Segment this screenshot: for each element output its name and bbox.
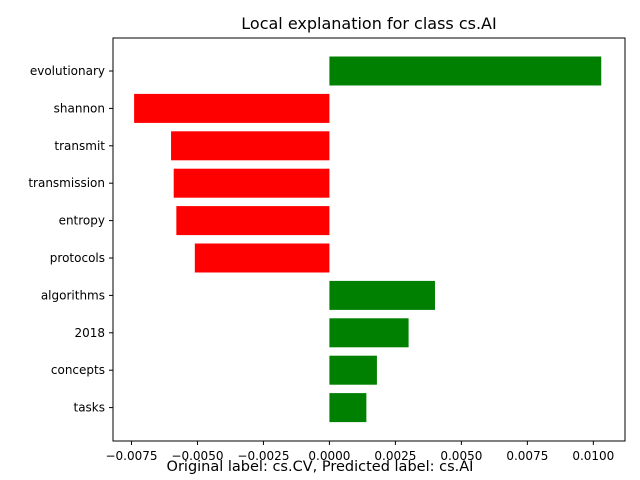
bar-transmission	[173, 168, 330, 198]
bar-algorithms	[329, 280, 435, 310]
x-tick-label: 0.0075	[506, 449, 548, 463]
bar-protocols	[194, 243, 330, 273]
y-axis-ticks: evolutionary shannon transmit transmission e…	[28, 64, 113, 415]
x-tick-label: −0.0075	[105, 449, 157, 463]
prediction-caption: Original label: cs.CV, Predicted label: …	[166, 459, 474, 475]
bar-2018	[329, 318, 409, 348]
x-axis-ticks: −0.0075 −0.0050 −0.0025 0.0000 0.0025 0.0050 0…	[105, 441, 614, 463]
y-tick-label-transmission: transmission	[28, 176, 105, 190]
x-tick-label: 0.0000	[308, 449, 350, 463]
y-tick-label-shannon: shannon	[54, 101, 105, 115]
y-tick-label-algorithms: algorithms	[41, 288, 105, 302]
y-tick-label-evolutionary: evolutionary	[30, 64, 105, 78]
bar-entropy	[176, 206, 330, 236]
x-tick-label: −0.0025	[237, 449, 289, 463]
axes-frame	[112, 37, 626, 442]
bar-tasks	[329, 393, 367, 423]
x-tick-label: 0.0100	[572, 449, 614, 463]
y-tick-label-concepts: concepts	[51, 363, 105, 377]
bar-shannon	[134, 93, 330, 123]
y-tick-label-protocols: protocols	[50, 251, 105, 265]
bar-evolutionary	[329, 56, 602, 86]
y-tick-label-2018: 2018	[74, 326, 105, 340]
y-tick-label-transmit: transmit	[54, 139, 105, 153]
chart-title: Local explanation for class cs.AI	[241, 14, 496, 33]
bar-concepts	[329, 355, 377, 385]
y-tick-label-tasks: tasks	[73, 401, 105, 415]
x-tick-label: 0.0025	[374, 449, 416, 463]
x-tick-label: 0.0050	[440, 449, 482, 463]
bar-transmit	[171, 131, 330, 161]
x-tick-label: −0.0050	[171, 449, 223, 463]
bars-group	[134, 56, 602, 423]
y-tick-label-entropy: entropy	[59, 214, 105, 228]
